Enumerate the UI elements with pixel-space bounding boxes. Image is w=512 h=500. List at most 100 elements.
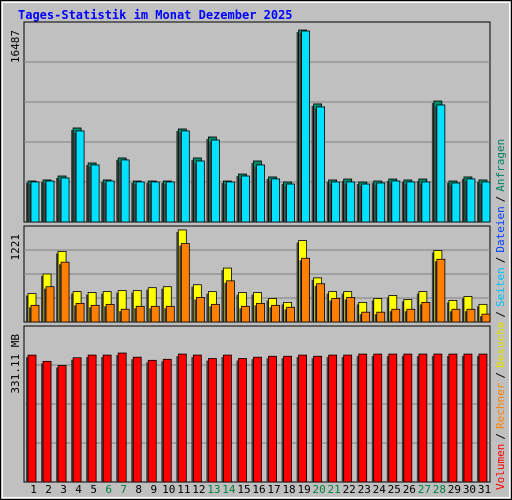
bar xyxy=(358,353,368,483)
bar xyxy=(195,160,205,223)
bar xyxy=(75,302,85,323)
bar xyxy=(192,354,202,483)
bar xyxy=(45,180,55,223)
bar xyxy=(162,358,172,483)
bar xyxy=(60,177,70,223)
bar xyxy=(346,297,356,323)
bar xyxy=(253,356,262,483)
x-tick-label: 7 xyxy=(120,483,127,496)
legend-entry: Besuche xyxy=(494,322,507,368)
legend-separator: / xyxy=(494,257,507,264)
bar xyxy=(90,164,100,223)
bar xyxy=(316,106,326,223)
bar xyxy=(331,181,341,223)
bar xyxy=(376,311,386,323)
bar xyxy=(421,301,431,323)
max-label: 331.11 MB xyxy=(9,334,22,394)
bar xyxy=(105,303,115,323)
bar xyxy=(150,305,160,323)
bar xyxy=(451,182,461,223)
bar xyxy=(481,181,491,223)
bar xyxy=(72,357,82,483)
bar xyxy=(298,354,307,483)
bar xyxy=(421,181,431,223)
x-tick-label: 14 xyxy=(222,483,236,496)
bar xyxy=(328,354,338,483)
bar xyxy=(87,354,97,483)
bar xyxy=(120,159,130,223)
bar xyxy=(343,354,353,483)
bar xyxy=(210,303,220,323)
legend-entry: Dateien xyxy=(494,206,507,252)
x-tick-label: 28 xyxy=(433,483,446,496)
bar xyxy=(361,311,371,323)
bar xyxy=(313,355,323,483)
x-tick-label: 30 xyxy=(463,483,476,496)
bar xyxy=(165,181,175,223)
legend-separator: / xyxy=(494,433,507,440)
bar xyxy=(466,308,476,323)
bar xyxy=(331,298,341,323)
x-tick-label: 2 xyxy=(45,483,52,496)
x-tick-label: 20 xyxy=(313,483,326,496)
bar xyxy=(150,181,160,223)
x-tick-label: 9 xyxy=(150,483,157,496)
bar xyxy=(301,30,310,223)
bar xyxy=(241,175,250,223)
bar xyxy=(165,305,175,323)
bar xyxy=(75,130,85,223)
bar xyxy=(433,353,443,483)
bar xyxy=(286,306,295,323)
x-tick-label: 15 xyxy=(237,483,250,496)
bar xyxy=(391,308,401,323)
bar xyxy=(135,305,145,323)
bar xyxy=(316,283,326,323)
bar xyxy=(376,182,386,223)
legend-separator: / xyxy=(494,372,507,379)
legend-entry: Volumen xyxy=(494,444,507,490)
bar xyxy=(388,353,398,483)
chart-title: Tages-Statistik im Monat Dezember 2025 xyxy=(18,8,293,22)
bar xyxy=(90,304,100,323)
bar xyxy=(177,353,187,483)
bar xyxy=(135,181,145,223)
x-tick-label: 13 xyxy=(207,483,220,496)
x-tick-label: 1 xyxy=(30,483,37,496)
bar xyxy=(391,180,401,223)
bar xyxy=(256,302,265,323)
x-tick-label: 22 xyxy=(343,483,356,496)
x-tick-label: 10 xyxy=(162,483,175,496)
bar xyxy=(436,258,446,323)
bar xyxy=(117,352,127,483)
bar xyxy=(210,139,220,223)
bar xyxy=(271,178,280,223)
bar xyxy=(403,353,413,483)
legend-entry: Rechner xyxy=(494,382,507,429)
bar xyxy=(30,181,40,223)
bar xyxy=(241,305,250,323)
bar xyxy=(466,178,476,223)
bar xyxy=(105,180,115,223)
x-tick-label: 16 xyxy=(252,483,265,496)
bar xyxy=(180,130,190,223)
bar xyxy=(478,353,488,483)
legend-separator: / xyxy=(494,311,507,318)
bar xyxy=(60,261,70,323)
x-tick-label: 6 xyxy=(105,483,112,496)
x-tick-label: 25 xyxy=(388,483,401,496)
bar xyxy=(195,297,205,323)
bar xyxy=(132,356,142,483)
x-tick-label: 29 xyxy=(448,483,461,496)
x-tick-label: 31 xyxy=(478,483,491,496)
legend-entry: Seiten xyxy=(494,267,507,307)
bar xyxy=(271,304,280,323)
bar xyxy=(226,181,235,223)
x-tick-label: 8 xyxy=(135,483,142,496)
bar xyxy=(451,308,461,323)
x-tick-label: 4 xyxy=(75,483,82,496)
legend-separator: / xyxy=(494,196,507,203)
bar xyxy=(27,354,37,483)
bar xyxy=(256,164,265,223)
x-tick-label: 21 xyxy=(328,483,341,496)
x-tick-label: 5 xyxy=(90,483,97,496)
